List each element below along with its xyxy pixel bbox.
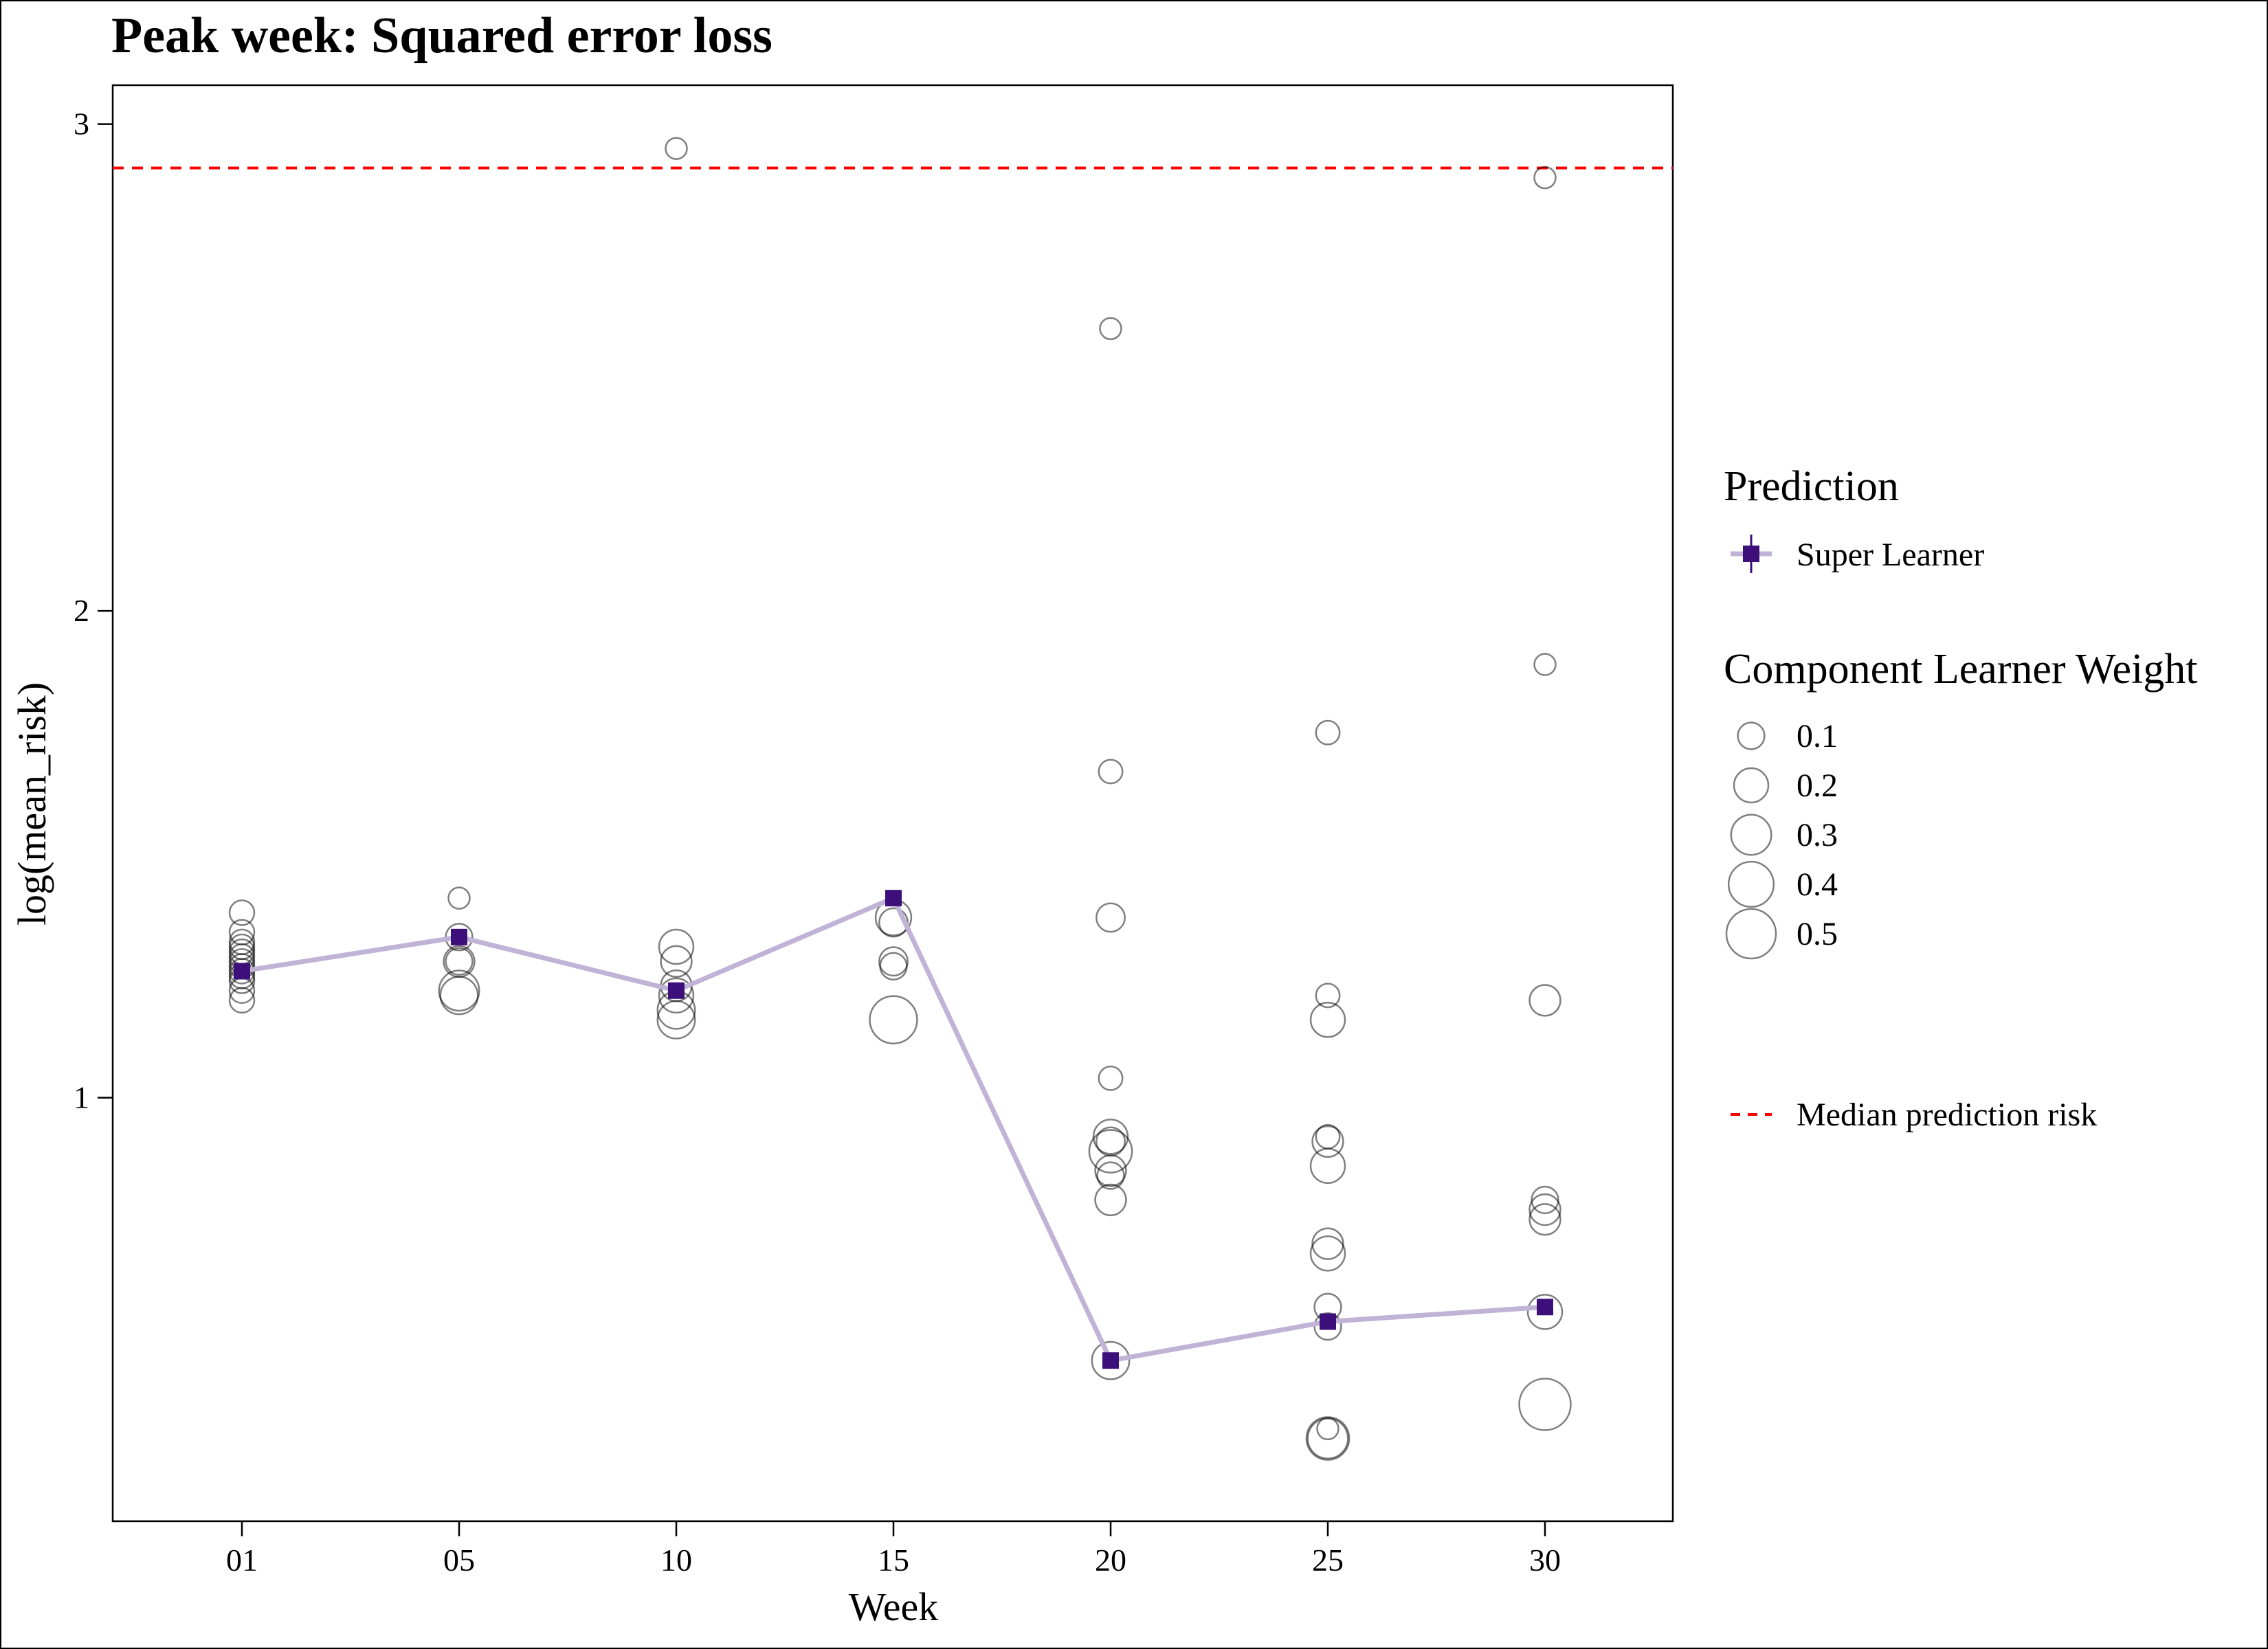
legend-weight-circle: [1725, 908, 1777, 960]
component-learner-bubble: [1528, 1193, 1561, 1226]
legend-weight-items: 0.1 0.2 0.3 0.4 0.5: [1725, 718, 1838, 960]
component-learner-bubble: [660, 945, 693, 978]
super-learner-marker: [234, 963, 250, 980]
component-learner-bubble: [1531, 1185, 1559, 1215]
y-tick-label: 1: [74, 1080, 89, 1115]
legend-median-label: Median prediction risk: [1797, 1097, 2097, 1133]
legend-weight-circle: [1737, 721, 1766, 750]
component-learner-bubble: [1311, 1227, 1344, 1260]
x-tick-label: 30: [1529, 1543, 1561, 1578]
super-learner-marker: [1537, 1299, 1553, 1316]
x-tick-label: 20: [1095, 1543, 1126, 1578]
component-learner-bubble: [1518, 1378, 1572, 1431]
super-learner-marker: [668, 982, 685, 999]
component-learner-bubble: [1092, 1119, 1129, 1155]
component-learner-bubble: [1528, 1203, 1561, 1236]
legend-super-learner-marker: [1743, 546, 1759, 562]
component-learner-bubble: [1316, 1417, 1339, 1441]
y-tick-label: 3: [74, 106, 89, 142]
x-axis-label: Week: [849, 1584, 939, 1629]
plot-panel: [111, 84, 1674, 1523]
legend-weight-title: Component Learner Weight: [1724, 646, 2197, 693]
component-learner-bubble: [1305, 1416, 1350, 1461]
legend-super-learner-key: [1731, 535, 1772, 573]
legend-weight-label: 0.4: [1797, 866, 1838, 903]
component-learner-bubble: [1526, 1294, 1564, 1330]
legend-weight-label: 0.3: [1797, 817, 1838, 853]
component-learner-bubble: [878, 946, 909, 977]
x-tick-label: 01: [226, 1543, 258, 1578]
legend-super-learner-label: Super Learner: [1797, 537, 1984, 573]
component-learner-bubble: [1533, 653, 1557, 676]
component-learner-bubble: [1309, 1147, 1346, 1185]
component-learner-bubble: [1096, 1161, 1125, 1190]
y-tick-label: 2: [74, 593, 89, 628]
component-learner-bubble: [439, 976, 479, 1016]
super-learner-marker: [1102, 1352, 1119, 1369]
component-learner-bubble: [1311, 1125, 1344, 1158]
super-learner-series: [234, 890, 1553, 1369]
component-learner-bubble: [1098, 759, 1124, 785]
super-learner-marker: [451, 928, 467, 945]
y-axis-label: log(mean_risk): [10, 682, 54, 926]
component-learner-bubble: [1094, 1183, 1127, 1217]
component-learner-bubble: [1533, 166, 1557, 190]
component-learner-bubble: [665, 137, 688, 160]
component-bubbles: [228, 137, 1572, 1461]
component-learner-bubble: [1309, 1002, 1346, 1038]
component-learner-bubble: [1091, 1340, 1131, 1380]
component-learner-bubble: [228, 987, 256, 1014]
component-learner-bubble: [1315, 983, 1341, 1009]
component-learner-bubble: [1309, 1235, 1346, 1272]
super-learner-marker: [1320, 1313, 1336, 1330]
component-learner-bubble: [438, 969, 480, 1012]
legend-weight-circle: [1733, 767, 1770, 804]
component-learner-bubble: [658, 977, 695, 1014]
component-learner-bubble: [656, 1000, 696, 1040]
component-learner-bubble: [445, 947, 474, 976]
component-learner-bubble: [1088, 1129, 1133, 1174]
component-learner-bubble: [447, 886, 471, 910]
component-learner-bubble: [1094, 1154, 1127, 1187]
legend-weight-label: 0.1: [1797, 718, 1838, 754]
legend-weight-circle: [1727, 860, 1775, 908]
x-tick-label: 15: [878, 1543, 909, 1578]
chart-title: Peak week: Squared error loss: [111, 8, 772, 64]
super-learner-marker: [885, 890, 902, 907]
y-axis: 1 2 3: [74, 106, 113, 1115]
component-learner-bubble: [658, 928, 695, 965]
x-tick-label: 25: [1312, 1543, 1344, 1578]
component-learner-bubble: [878, 907, 909, 938]
x-axis: 01 05 10 15 20 25 30: [226, 1521, 1561, 1578]
component-learner-bubble: [1098, 1065, 1124, 1091]
component-learner-bubble: [1096, 902, 1126, 933]
component-learner-bubble: [1099, 317, 1122, 340]
component-learner-bubble: [879, 952, 908, 981]
component-learner-bubble: [228, 899, 256, 926]
legend-weight-circle: [1730, 814, 1772, 856]
x-tick-label: 10: [660, 1543, 692, 1578]
component-learner-bubble: [869, 995, 918, 1044]
x-tick-label: 05: [443, 1543, 475, 1578]
legend-prediction-title: Prediction: [1724, 463, 1899, 510]
component-learner-bubble: [1313, 1312, 1342, 1341]
component-learner-bubble: [1315, 719, 1341, 745]
legend: Prediction Super Learner Component Learn…: [1724, 463, 2197, 1133]
component-learner-bubble: [1528, 984, 1561, 1017]
legend-weight-label: 0.5: [1797, 916, 1838, 952]
legend-weight-label: 0.2: [1797, 767, 1838, 804]
